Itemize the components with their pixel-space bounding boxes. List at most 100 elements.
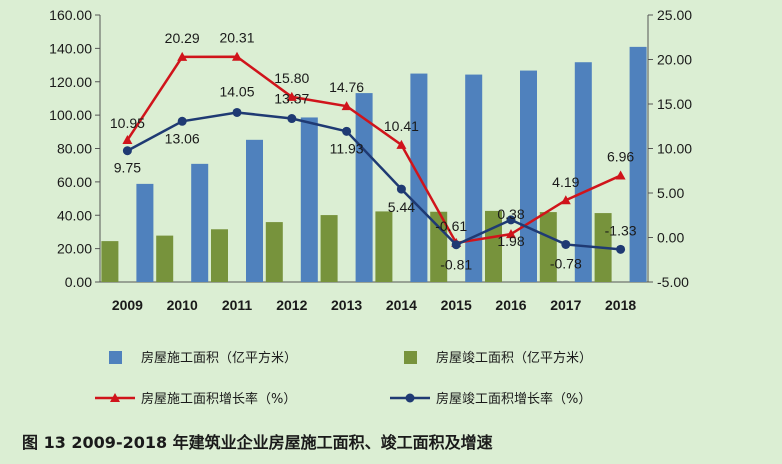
left-tick-label: 160.00 bbox=[49, 7, 92, 23]
completed-growth-marker bbox=[287, 114, 297, 124]
left-tick-label: 120.00 bbox=[49, 74, 92, 90]
x-tick-label: 2009 bbox=[112, 297, 143, 313]
completed-growth-marker bbox=[616, 244, 626, 254]
completed-growth-label: 13.06 bbox=[165, 130, 200, 146]
completed-growth-marker bbox=[342, 126, 352, 136]
completed-growth-marker bbox=[122, 146, 132, 156]
construction-growth-marker bbox=[286, 91, 297, 101]
construction-growth-marker bbox=[396, 139, 407, 149]
legend-marker-completed-growth bbox=[405, 393, 415, 403]
bar-completed bbox=[101, 241, 119, 282]
completed-growth-label: -0.81 bbox=[440, 257, 472, 273]
construction-growth-label: -0.61 bbox=[435, 218, 467, 234]
construction-growth-label: 14.76 bbox=[329, 79, 364, 95]
legend: 房屋施工面积（亿平方米） 房屋竣工面积（亿平方米） 房屋施工面积增长率（%） 房屋竣工… bbox=[95, 350, 592, 407]
x-tick-label: 2010 bbox=[167, 297, 198, 313]
construction-growth-marker bbox=[177, 51, 188, 61]
completed-growth-label: 1.98 bbox=[497, 233, 524, 249]
bar-completed bbox=[375, 211, 393, 282]
bar-construction bbox=[300, 117, 318, 283]
left-tick-label: 140.00 bbox=[49, 40, 92, 56]
x-axis-ticks: 2009 2010 2011 2012 2013 2014 2015 2016 2017 2018 bbox=[112, 297, 637, 313]
completed-growth-label: -1.33 bbox=[605, 222, 637, 238]
left-tick-label: 20.00 bbox=[57, 241, 92, 257]
x-tick-label: 2011 bbox=[222, 297, 253, 313]
legend-label: 房屋竣工面积增长率（%） bbox=[436, 391, 591, 407]
completed-growth-label: 9.75 bbox=[114, 160, 141, 176]
completed-growth-label: 14.05 bbox=[219, 83, 254, 99]
left-axis-ticks: 0.00 20.00 40.00 60.00 80.00 100.00 120.00 140.… bbox=[49, 7, 100, 290]
bar-construction bbox=[191, 163, 209, 282]
x-tick-label: 2014 bbox=[386, 297, 417, 313]
completed-growth-marker bbox=[177, 116, 187, 126]
completed-growth-label: 11.93 bbox=[330, 140, 364, 156]
figure-caption: 图 13 2009-2018 年建筑业企业房屋施工面积、竣工面积及增速 bbox=[22, 433, 493, 452]
construction-growth-marker bbox=[506, 229, 516, 239]
completed-growth-marker bbox=[396, 184, 406, 194]
left-tick-label: 80.00 bbox=[57, 141, 92, 157]
construction-growth-marker bbox=[560, 195, 571, 205]
bar-construction bbox=[520, 70, 537, 283]
bar-construction bbox=[136, 183, 154, 282]
completed-growth-line bbox=[126, 111, 621, 251]
left-tick-label: 0.00 bbox=[65, 274, 92, 290]
completed-growth-label: -0.78 bbox=[550, 255, 582, 271]
line-series-group bbox=[122, 51, 626, 254]
construction-growth-label: 6.96 bbox=[607, 149, 634, 165]
x-tick-label: 2018 bbox=[605, 297, 636, 313]
bar-construction bbox=[246, 139, 263, 282]
x-tick-label: 2015 bbox=[441, 297, 472, 313]
x-tick-label: 2017 bbox=[550, 297, 581, 313]
completed-growth-marker bbox=[506, 215, 516, 225]
bar-construction bbox=[355, 93, 373, 282]
bar-construction bbox=[629, 46, 647, 282]
bar-completed bbox=[265, 222, 283, 282]
construction-growth-label: 10.95 bbox=[110, 115, 145, 131]
legend-label: 房屋竣工面积（亿平方米） bbox=[436, 350, 592, 366]
right-tick-label: -5.00 bbox=[657, 274, 689, 290]
construction-growth-marker bbox=[122, 135, 133, 145]
construction-growth-label: 20.29 bbox=[165, 30, 200, 46]
construction-growth-label: 10.41 bbox=[384, 118, 419, 134]
completed-growth-label: 5.44 bbox=[388, 199, 415, 215]
x-tick-label: 2016 bbox=[495, 297, 526, 313]
completed-growth-marker bbox=[561, 239, 571, 249]
construction-growth-marker bbox=[615, 170, 626, 180]
right-tick-label: 5.00 bbox=[657, 185, 684, 201]
bar-series-group bbox=[101, 46, 647, 283]
construction-growth-marker bbox=[341, 101, 352, 111]
right-tick-label: 20.00 bbox=[657, 52, 692, 68]
bar-completed bbox=[211, 229, 228, 282]
data-labels: 10.95 20.29 20.31 15.80 14.76 10.41 -0.61 0.38 4… bbox=[110, 30, 637, 273]
construction-growth-label: 15.80 bbox=[274, 70, 309, 86]
construction-growth-label: 20.31 bbox=[219, 30, 254, 46]
bar-completed bbox=[430, 211, 448, 282]
right-tick-label: 10.00 bbox=[657, 141, 692, 157]
bar-completed bbox=[156, 235, 174, 282]
bar-completed bbox=[539, 212, 557, 282]
legend-label: 房屋施工面积（亿平方米） bbox=[141, 350, 297, 366]
bar-completed bbox=[320, 215, 338, 282]
construction-growth-marker bbox=[232, 51, 242, 61]
right-tick-label: 0.00 bbox=[657, 230, 684, 246]
bar-construction bbox=[465, 74, 483, 282]
legend-swatch-completed bbox=[404, 351, 417, 364]
completed-growth-label: 13.37 bbox=[274, 91, 309, 107]
legend-swatch-construction bbox=[109, 351, 122, 364]
left-tick-label: 60.00 bbox=[57, 174, 92, 190]
right-tick-label: 25.00 bbox=[657, 7, 692, 23]
construction-growth-label: 4.19 bbox=[552, 174, 579, 190]
right-axis-ticks: -5.00 0.00 5.00 10.00 15.00 20.00 25.00 bbox=[648, 7, 692, 290]
bar-construction bbox=[574, 62, 592, 283]
left-tick-label: 100.00 bbox=[49, 107, 92, 123]
left-tick-label: 40.00 bbox=[57, 207, 92, 223]
x-tick-label: 2013 bbox=[331, 297, 362, 313]
legend-marker-construction-growth bbox=[110, 393, 120, 402]
construction-growth-line bbox=[126, 55, 622, 245]
completed-growth-marker bbox=[451, 240, 461, 250]
completed-growth-marker bbox=[232, 107, 242, 117]
legend-label: 房屋施工面积增长率（%） bbox=[141, 391, 296, 407]
right-tick-label: 15.00 bbox=[657, 96, 692, 112]
